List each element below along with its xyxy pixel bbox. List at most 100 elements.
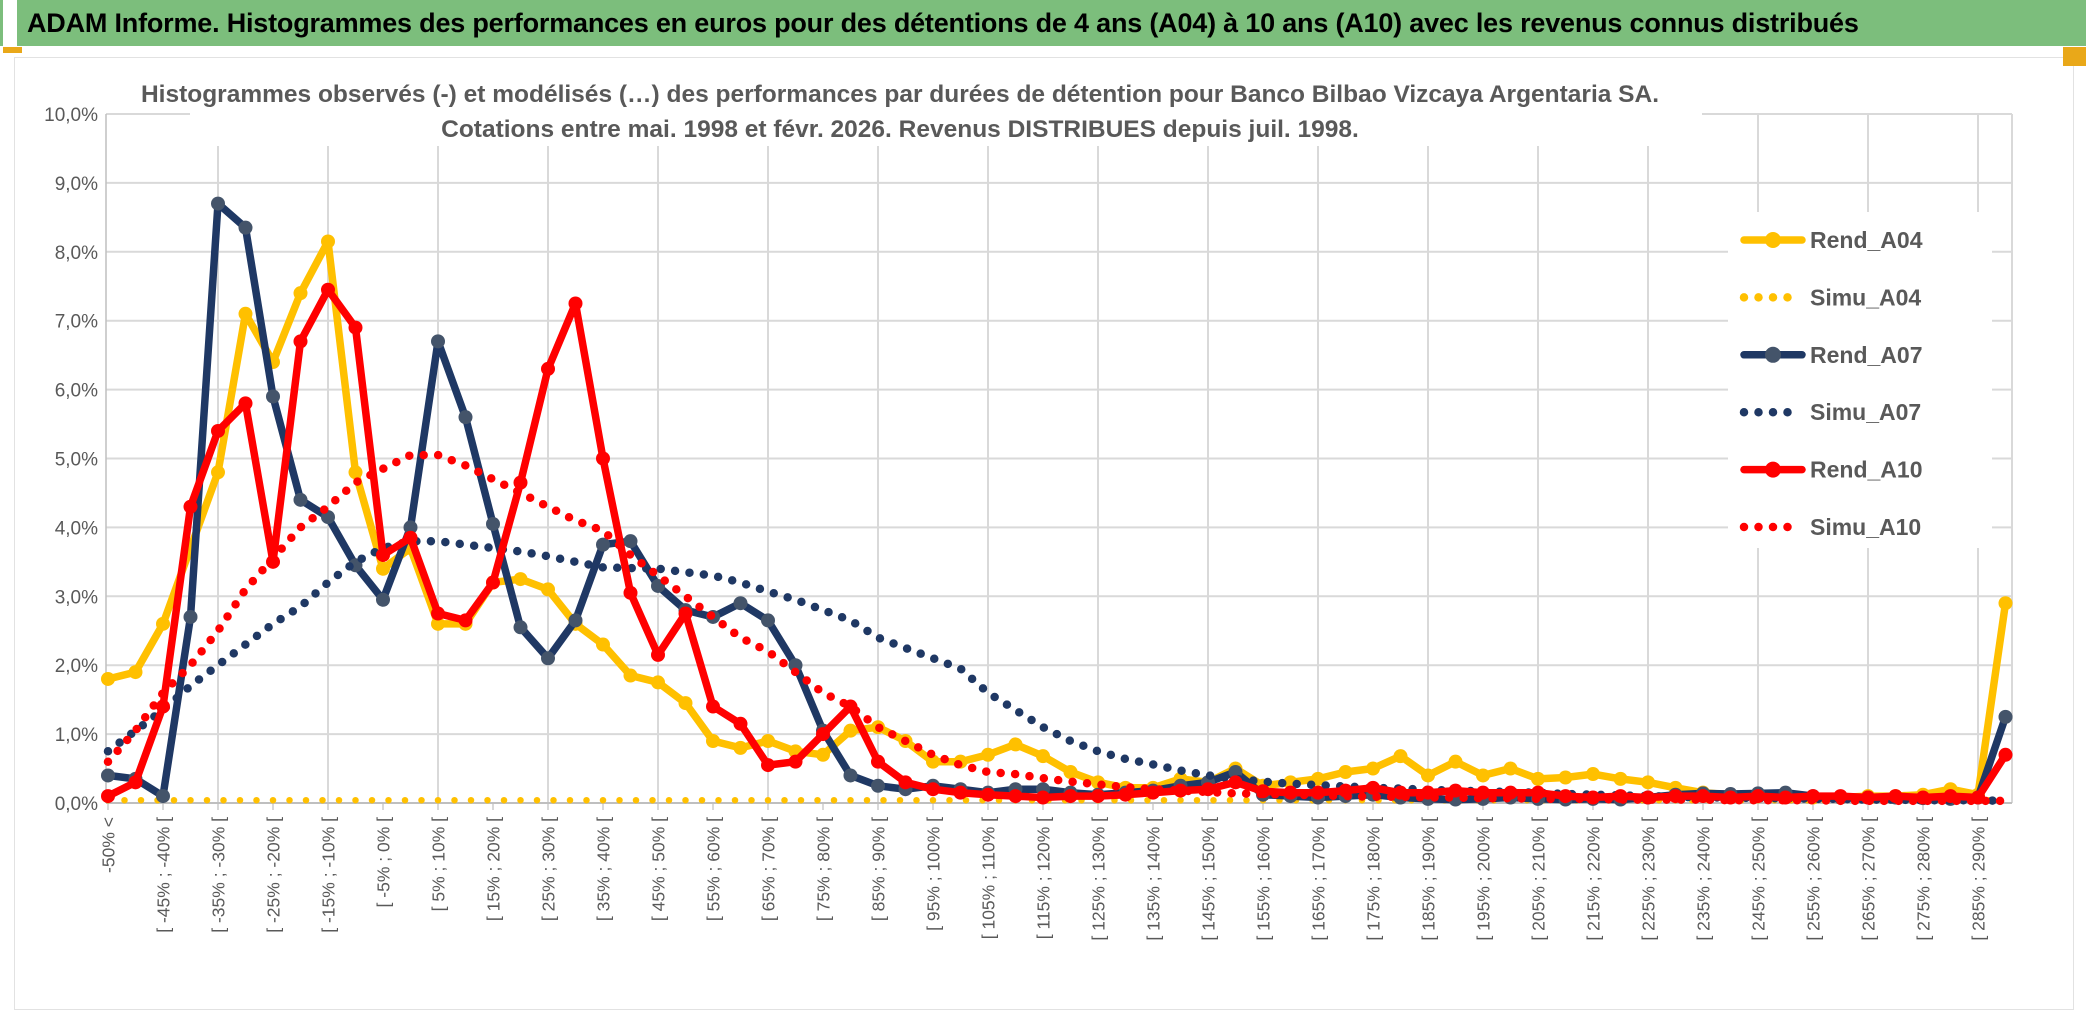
legend-swatch-marker: [1765, 346, 1781, 363]
svg-text:[ -15% ; -10% [: [ -15% ; -10% [: [319, 817, 339, 933]
data-point-marker: [403, 520, 418, 535]
data-point-marker: [788, 658, 803, 673]
legend-swatch-marker: [1765, 461, 1781, 478]
data-point-marker: [1063, 789, 1078, 804]
data-point-marker: [1366, 761, 1380, 776]
data-point-marker: [651, 675, 665, 690]
series-Simu_A10-line: [103, 450, 2010, 806]
svg-text:[ 155% ; 160% [: [ 155% ; 160% [: [1254, 817, 1274, 941]
data-point-marker: [1173, 783, 1188, 798]
data-point-marker: [156, 616, 170, 631]
data-point-marker: [458, 613, 473, 628]
data-point-marker: [1366, 780, 1380, 795]
svg-text:2,0%: 2,0%: [55, 656, 98, 677]
data-point-marker: [238, 306, 253, 321]
svg-text:[ 105% ; 110% [: [ 105% ; 110% [: [979, 817, 999, 939]
data-point-marker: [183, 609, 198, 624]
banner-title: ADAM Informe. Histogrammes des performan…: [27, 7, 1859, 38]
data-point-marker: [733, 740, 748, 755]
svg-text:-50% <: -50% <: [99, 817, 119, 873]
data-point-marker: [981, 787, 995, 802]
data-point-marker: [1531, 771, 1545, 786]
svg-text:[ -25% ; -20% [: [ -25% ; -20% [: [264, 817, 284, 933]
data-point-marker: [486, 516, 500, 531]
svg-text:10,0%: 10,0%: [44, 105, 98, 126]
svg-text:[ 225% ; 230% [: [ 225% ; 230% [: [1639, 817, 1659, 941]
data-point-marker: [431, 334, 445, 349]
data-point-marker: [843, 768, 858, 783]
data-point-marker: [1421, 768, 1435, 783]
legend-label: Simu_A07: [1810, 399, 1921, 425]
svg-text:0,0%: 0,0%: [55, 794, 98, 815]
data-point-marker: [541, 361, 555, 376]
svg-text:[ 175% ; 180% [: [ 175% ; 180% [: [1364, 817, 1384, 941]
data-point-marker: [623, 534, 638, 549]
svg-text:[ 45% ; 50% [: [ 45% ; 50% [: [649, 817, 669, 921]
svg-text:[ 115% ; 120% [: [ 115% ; 120% [: [1034, 817, 1054, 939]
x-axis-labels: -50% < [ -45% ; -40% [[ -35% ; -30% [[ -2…: [99, 817, 1989, 941]
data-point-marker: [266, 389, 280, 404]
y-axis-labels: 0,0% 1,0% 2,0% 3,0% 4,0% 5,0% 6,0% 7,0% 8,0% 9,0%…: [44, 105, 98, 815]
data-point-marker: [1558, 770, 1573, 785]
legend-label: Simu_A10: [1810, 514, 1921, 540]
data-point-marker: [403, 530, 418, 545]
svg-text:4,0%: 4,0%: [55, 518, 98, 539]
svg-text:[ 95% ; 100% [: [ 95% ; 100% [: [924, 817, 944, 931]
svg-text:[ 165% ; 170% [: [ 165% ; 170% [: [1309, 817, 1329, 941]
data-point-marker: [1998, 596, 2013, 611]
data-point-marker: [1448, 754, 1463, 769]
data-point-marker: [321, 234, 335, 249]
data-point-marker: [981, 747, 995, 762]
series-Simu_A10: [103, 450, 2010, 806]
chart-title-line2: Cotations entre mai. 1998 et févr. 2026.…: [441, 116, 1359, 143]
data-point-marker: [1036, 749, 1050, 764]
data-point-marker: [238, 396, 253, 411]
data-point-marker: [1008, 789, 1023, 804]
svg-text:[ 265% ; 270% [: [ 265% ; 270% [: [1859, 817, 1879, 941]
svg-text:8,0%: 8,0%: [55, 243, 98, 264]
legend-item-Simu_A07: Simu_A07: [1739, 399, 1921, 425]
chart-title-line1: Histogrammes observés (-) et modélisés (…: [141, 81, 1659, 108]
chart-title-backing: [190, 64, 1702, 146]
data-point-marker: [953, 785, 968, 800]
data-point-marker: [293, 334, 308, 349]
data-point-marker: [678, 606, 693, 621]
banner-accent-left: [3, 47, 22, 53]
legend-label: Rend_A10: [1810, 457, 1922, 483]
svg-text:5,0%: 5,0%: [55, 450, 98, 471]
data-point-marker: [1448, 783, 1463, 798]
x-axis-ticks: [107, 803, 1979, 810]
data-point-marker: [348, 465, 363, 480]
legend-item-Rend_A10: Rend_A10: [1740, 457, 1922, 483]
data-point-marker: [816, 747, 830, 762]
series-Rend_A10-line: [104, 285, 2010, 802]
svg-text:[ 145% ; 150% [: [ 145% ; 150% [: [1199, 817, 1219, 941]
data-point-marker: [348, 320, 363, 335]
data-point-marker: [706, 733, 720, 748]
svg-text:3,0%: 3,0%: [55, 587, 98, 608]
data-point-marker: [898, 775, 913, 790]
data-point-marker: [101, 789, 115, 804]
data-point-marker: [1998, 747, 2013, 762]
legend-label: Simu_A04: [1810, 284, 1921, 310]
svg-text:[ 35% ; 40% [: [ 35% ; 40% [: [594, 817, 614, 921]
svg-text:7,0%: 7,0%: [55, 312, 98, 333]
legend-label: Rend_A04: [1810, 227, 1923, 253]
data-point-marker: [1641, 775, 1655, 790]
data-point-marker: [926, 754, 940, 769]
svg-text:[ 185% ; 190% [: [ 185% ; 190% [: [1419, 817, 1439, 941]
legend-backing: [1728, 212, 1992, 548]
chart-title: Histogrammes observés (-) et modélisés (…: [141, 81, 1659, 143]
data-point-marker: [128, 775, 143, 790]
svg-text:[ -5% ; 0% [: [ -5% ; 0% [: [374, 817, 394, 908]
data-point-marker: [376, 547, 390, 562]
data-point-marker: [1998, 709, 2013, 724]
svg-text:[ 75% ; 80% [: [ 75% ; 80% [: [814, 817, 834, 921]
banner-left-sliver: [0, 0, 3, 46]
data-point-marker: [926, 782, 940, 797]
data-point-marker: [651, 647, 665, 662]
data-point-marker: [293, 492, 308, 507]
data-point-marker: [1091, 789, 1105, 804]
svg-text:[ 195% ; 200% [: [ 195% ; 200% [: [1474, 817, 1494, 941]
